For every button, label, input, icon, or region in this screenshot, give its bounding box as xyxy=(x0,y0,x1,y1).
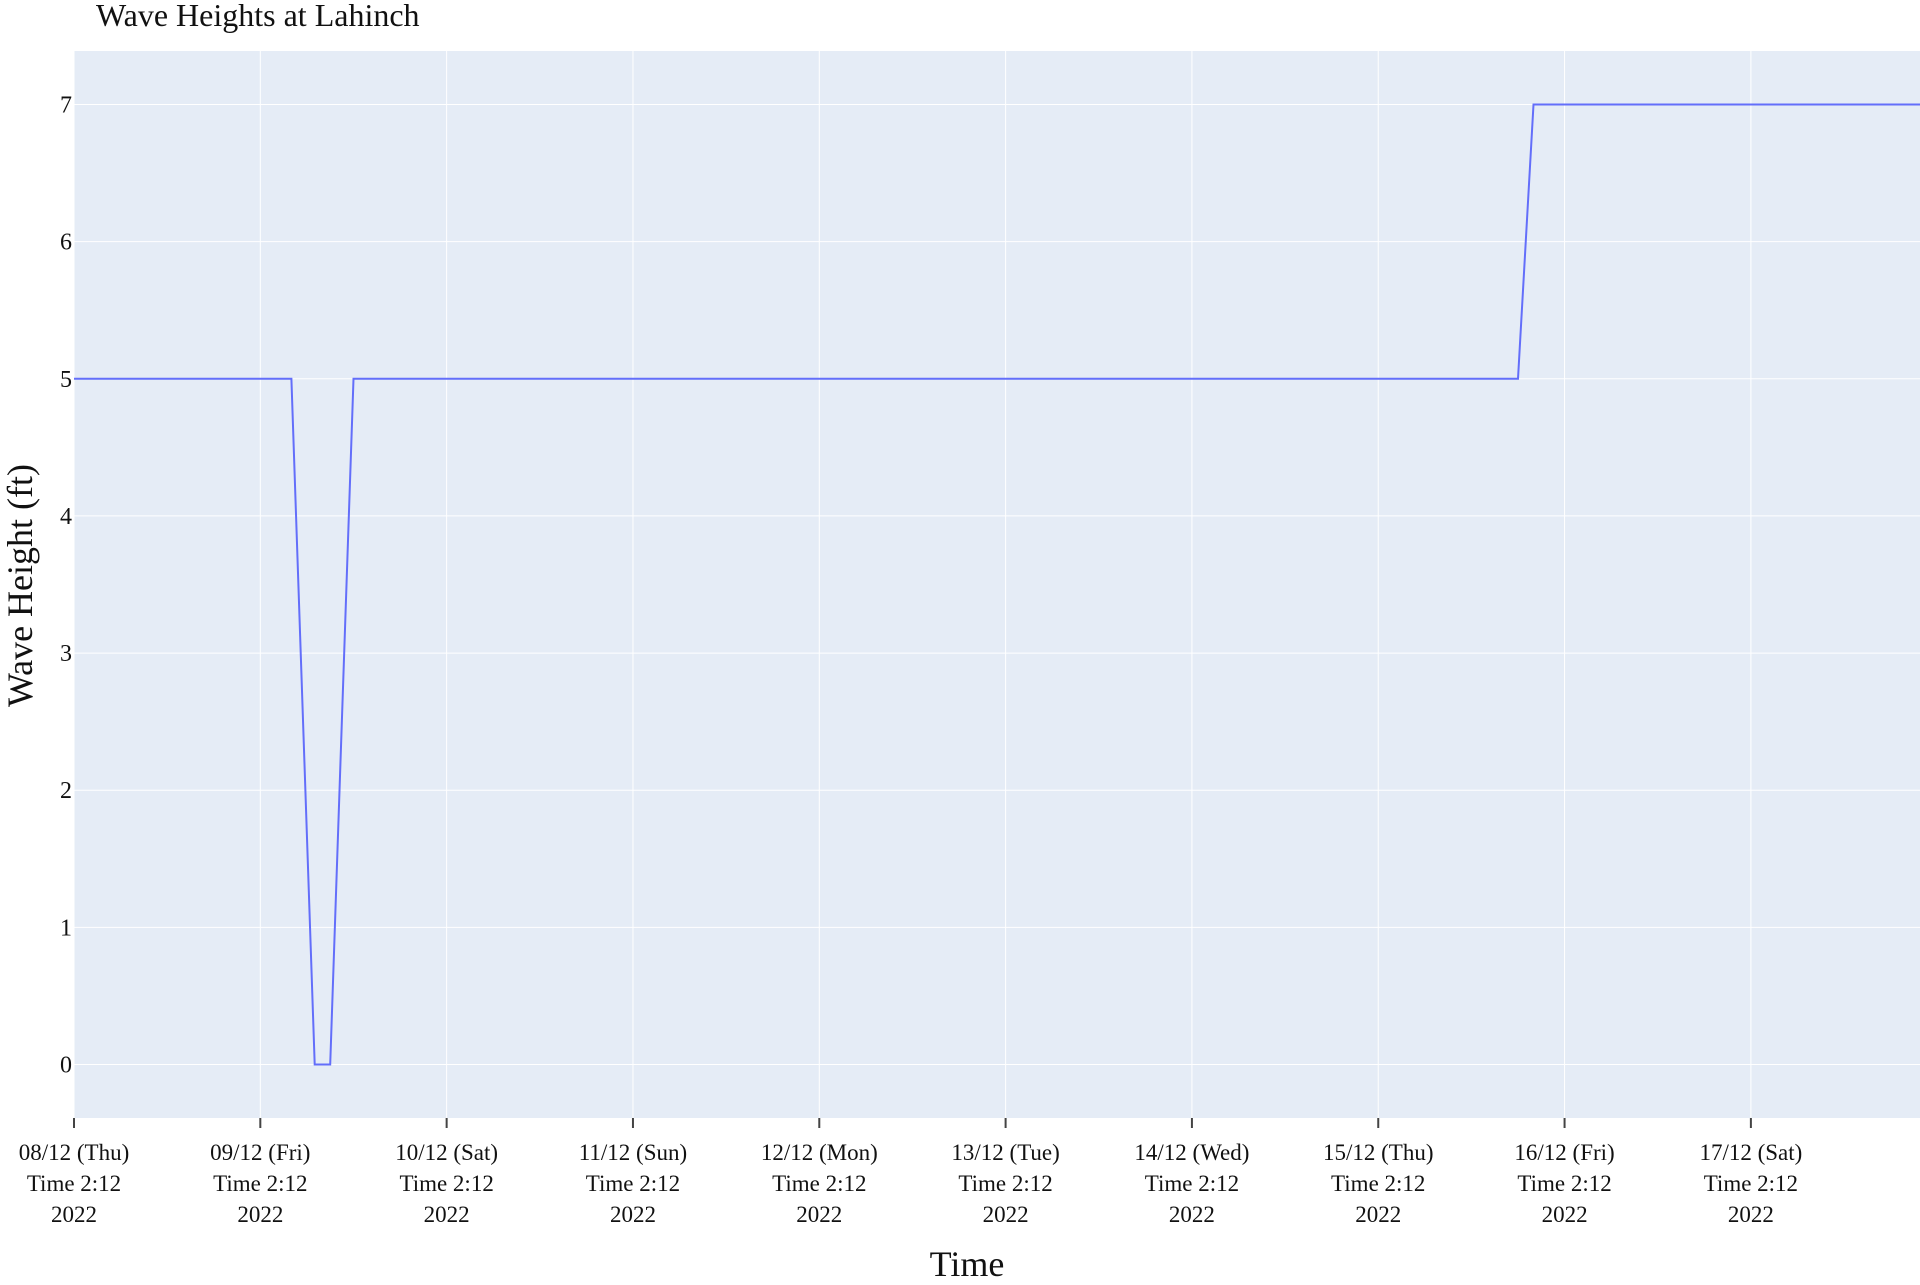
x-tick-label: 09/12 (Fri) xyxy=(210,1140,310,1165)
y-tick-label: 4 xyxy=(60,504,72,530)
series-layer xyxy=(74,103,1920,1066)
x-tick-label: 2022 xyxy=(610,1202,656,1227)
x-tick-label: Time 2:12 xyxy=(958,1171,1052,1196)
x-tick-label: Time 2:12 xyxy=(586,1171,680,1196)
x-tick-label: 2022 xyxy=(1542,1202,1588,1227)
x-tick-label: 10/12 (Sat) xyxy=(395,1140,498,1165)
y-tick-label: 3 xyxy=(60,641,72,667)
x-tick-label: 17/12 (Sat) xyxy=(1699,1140,1802,1165)
x-tick-label: 11/12 (Sun) xyxy=(579,1140,687,1165)
y-axis-title: Wave Height (ft) xyxy=(0,464,40,707)
x-tick-label: 2022 xyxy=(1355,1202,1401,1227)
x-tick-label: Time 2:12 xyxy=(213,1171,307,1196)
x-tick-label: 2022 xyxy=(796,1202,842,1227)
y-tick-label: 5 xyxy=(60,367,72,393)
x-tick-label: 16/12 (Fri) xyxy=(1514,1140,1614,1165)
y-axis-ticks: 0 1 2 3 4 5 6 7 xyxy=(60,92,72,1078)
x-tick-label: Time 2:12 xyxy=(1704,1171,1798,1196)
y-tick-label: 2 xyxy=(60,778,72,804)
x-tick-label: Time 2:12 xyxy=(399,1171,493,1196)
x-tick-label: 12/12 (Mon) xyxy=(761,1140,878,1165)
x-tick-label: Time 2:12 xyxy=(27,1171,121,1196)
x-tick-label: Time 2:12 xyxy=(772,1171,866,1196)
wave-height-series-line xyxy=(74,103,1920,1066)
x-tick-label: 08/12 (Thu) xyxy=(19,1140,130,1165)
x-tick-label: 2022 xyxy=(983,1202,1029,1227)
chart-title: Wave Heights at Lahinch xyxy=(96,0,420,33)
y-tick-label: 6 xyxy=(60,230,72,256)
y-tick-label: 7 xyxy=(60,92,72,118)
plot-area xyxy=(74,51,1920,1118)
x-tick-label: 2022 xyxy=(1169,1202,1215,1227)
x-tick-label: 13/12 (Tue) xyxy=(951,1140,1059,1165)
y-tick-label: 1 xyxy=(60,915,72,941)
x-tick-label: Time 2:12 xyxy=(1517,1171,1611,1196)
x-axis-title: Time xyxy=(930,1244,1005,1280)
x-axis-ticks: 08/12 (Thu) Time 2:12 2022 09/12 (Fri) Time … xyxy=(19,1118,1802,1227)
x-tick-label: 15/12 (Thu) xyxy=(1323,1140,1434,1165)
x-tick-label: 14/12 (Wed) xyxy=(1134,1140,1249,1165)
y-tick-label: 0 xyxy=(60,1053,72,1079)
x-tick-label: Time 2:12 xyxy=(1331,1171,1425,1196)
x-tick-label: 2022 xyxy=(237,1202,283,1227)
x-tick-label: Time 2:12 xyxy=(1145,1171,1239,1196)
x-tick-label: 2022 xyxy=(424,1202,470,1227)
x-tick-label: 2022 xyxy=(51,1202,97,1227)
x-tick-label: 2022 xyxy=(1728,1202,1774,1227)
